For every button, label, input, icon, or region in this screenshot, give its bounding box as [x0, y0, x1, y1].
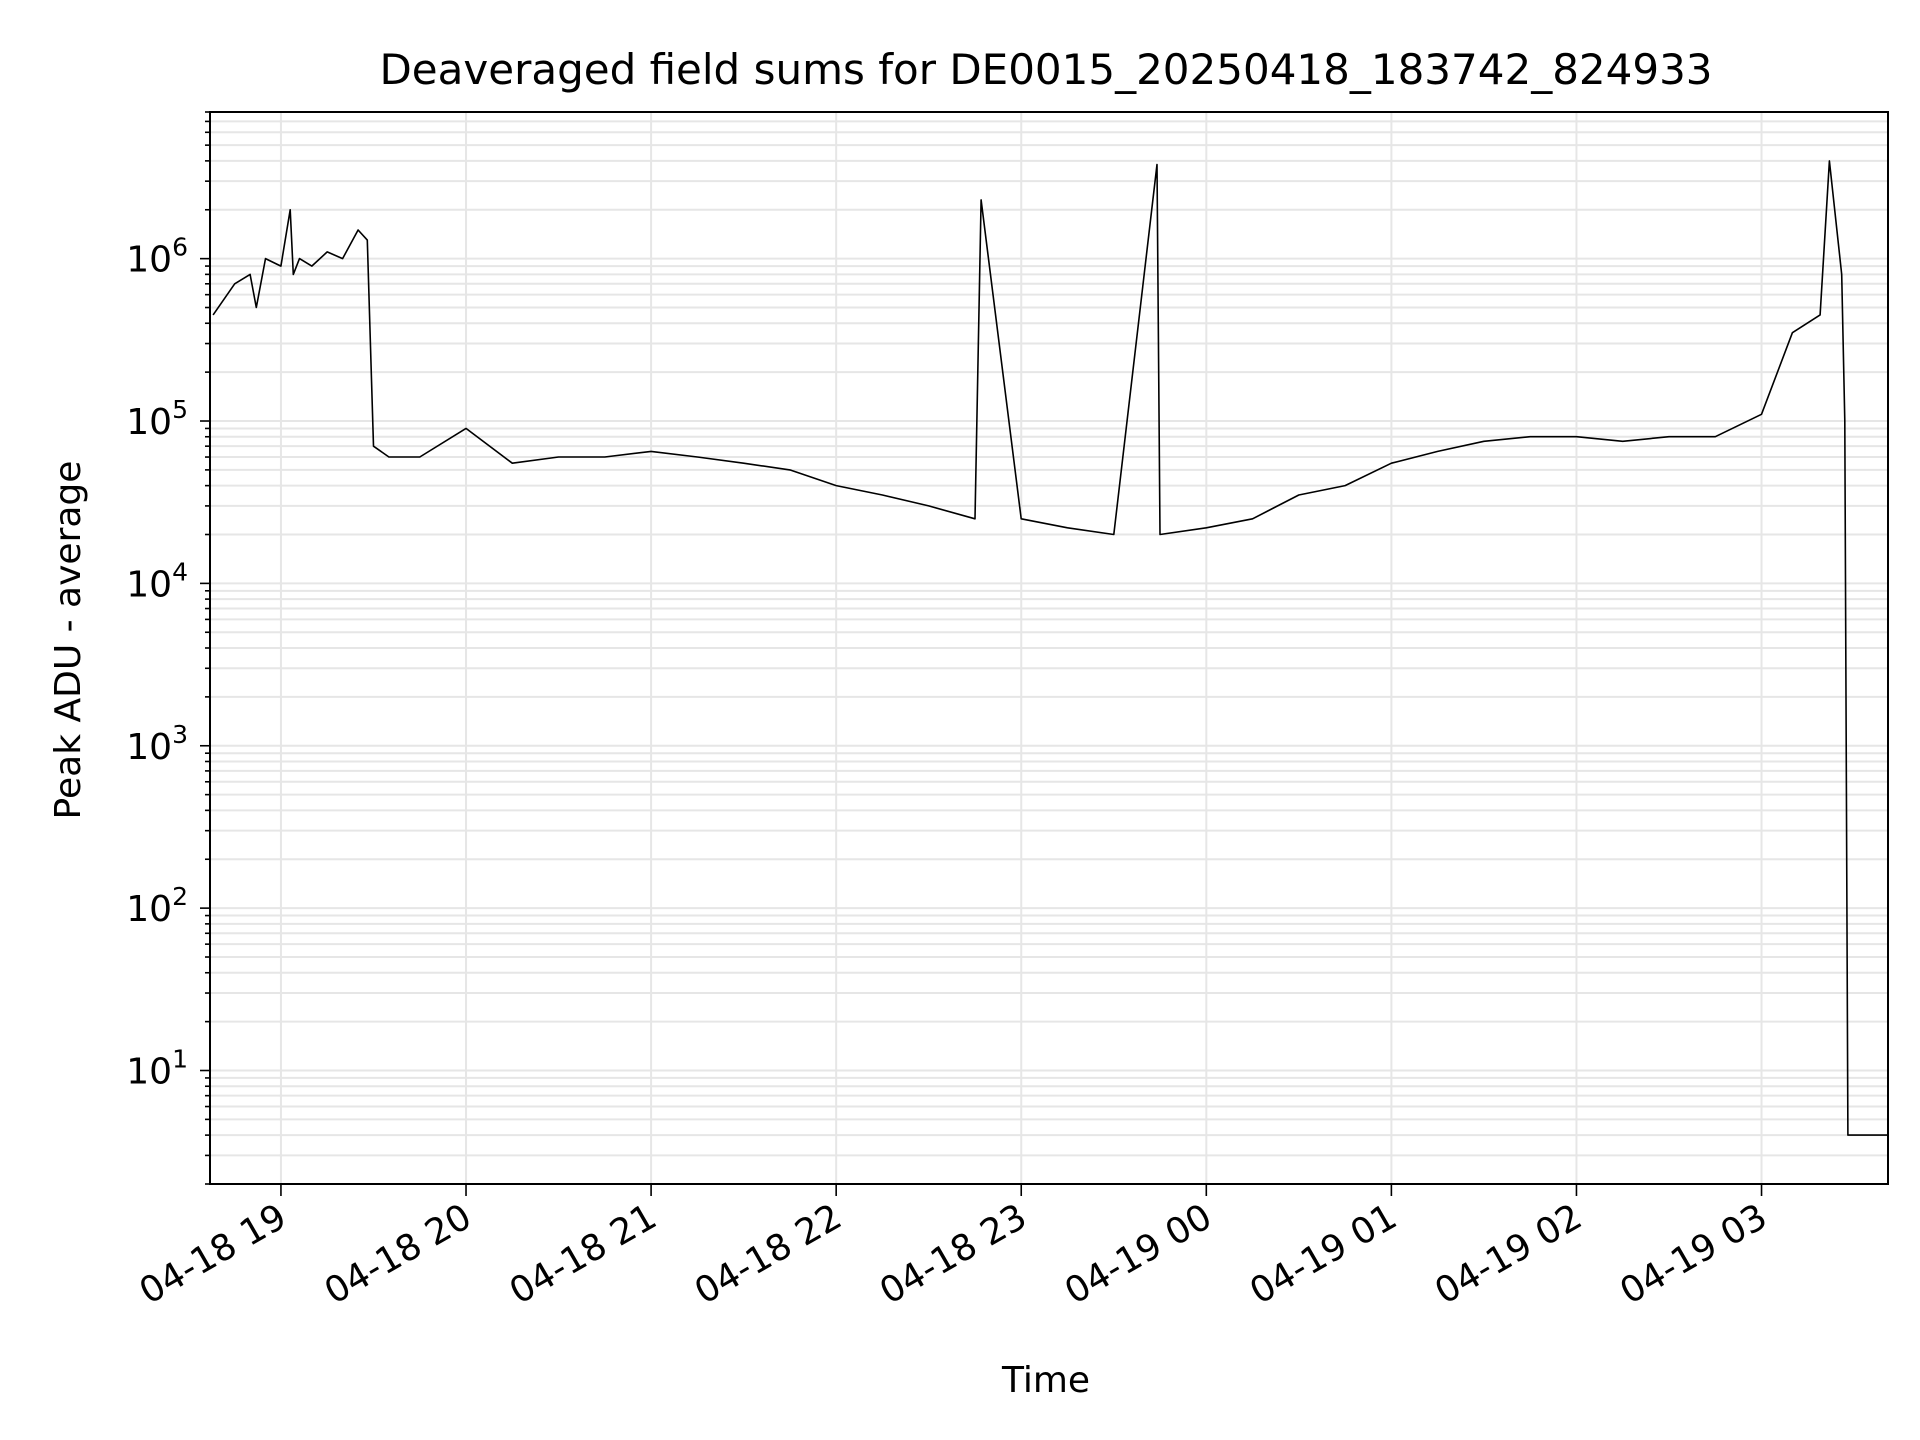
- series-line: [212, 160, 1888, 1136]
- y-tick-label: 103: [126, 720, 188, 768]
- x-tick-label: 04-19 03: [1613, 1196, 1774, 1312]
- chart-title: Deaveraged field sums for DE0015_2025041…: [379, 45, 1712, 94]
- x-tick-label: 04-18 23: [873, 1196, 1034, 1312]
- x-axis-label: Time: [1001, 1360, 1090, 1401]
- y-axis-label: Peak ADU - average: [48, 461, 89, 820]
- grid-lines: [210, 111, 1888, 1185]
- x-tick-label: 04-18 21: [503, 1196, 664, 1312]
- x-tick-label: 04-18 20: [318, 1196, 479, 1312]
- y-tick-label: 102: [126, 882, 188, 930]
- y-tick-label: 101: [126, 1045, 188, 1093]
- x-tick-label: 04-18 19: [133, 1196, 294, 1312]
- y-tick-label: 104: [126, 557, 188, 605]
- x-tick-label: 04-19 01: [1243, 1196, 1404, 1312]
- series-group: [212, 160, 1888, 1136]
- y-tick-label: 105: [126, 395, 188, 443]
- y-tick-label: 106: [126, 233, 188, 281]
- x-tick-label: 04-18 22: [688, 1196, 849, 1312]
- x-tick-label: 04-19 00: [1058, 1196, 1219, 1312]
- x-tick-label: 04-19 02: [1428, 1196, 1589, 1312]
